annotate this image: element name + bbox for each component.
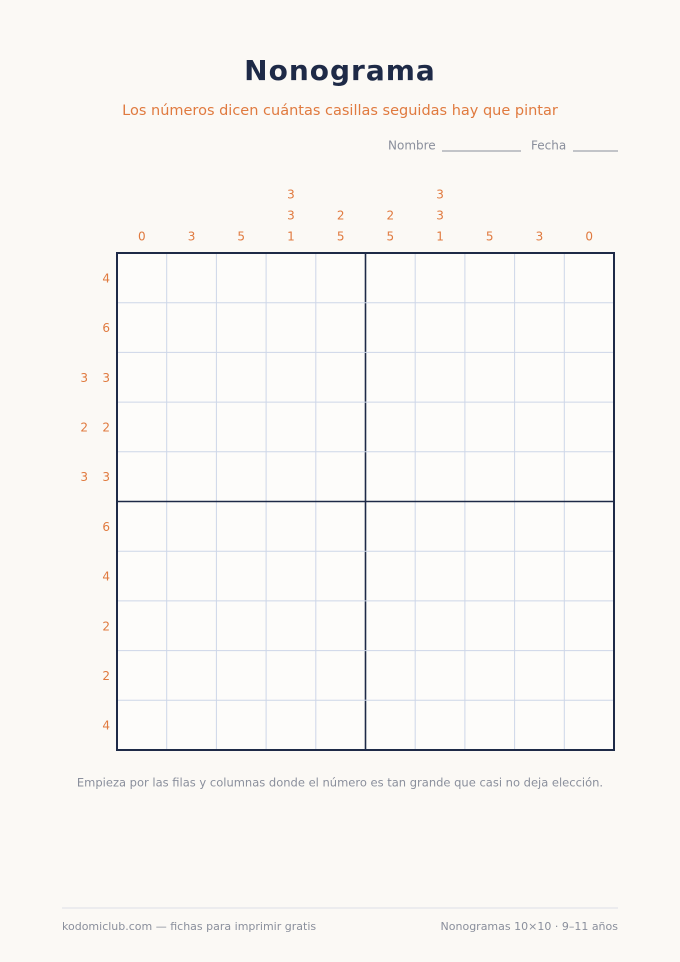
row-clue: 2 (102, 669, 110, 683)
date-label: Fecha (531, 139, 566, 153)
row-clue: 3 (80, 371, 88, 385)
subtitle: Los números dicen cuántas casillas segui… (122, 103, 558, 119)
row-clue: 6 (102, 520, 110, 534)
name-label: Nombre (388, 139, 436, 153)
column-clue: 5 (387, 230, 395, 244)
column-clue: 3 (436, 209, 444, 223)
column-clue: 5 (237, 230, 245, 244)
row-clue: 3 (102, 371, 110, 385)
column-clue: 2 (337, 209, 345, 223)
column-clue: 3 (287, 188, 295, 202)
row-clue: 2 (80, 420, 88, 434)
row-clue: 4 (102, 719, 110, 733)
column-clue: 5 (337, 230, 345, 244)
column-clue: 3 (536, 230, 544, 244)
column-clue: 3 (188, 230, 196, 244)
grid-border (116, 252, 615, 751)
row-clue: 3 (102, 470, 110, 484)
column-clue: 2 (387, 209, 395, 223)
column-clue: 0 (138, 230, 146, 244)
row-clue: 4 (102, 570, 110, 584)
column-clue: 0 (585, 230, 593, 244)
column-clue: 5 (486, 230, 494, 244)
title: Nonograma (244, 54, 436, 87)
column-clue: 1 (436, 230, 444, 244)
footer-right: Nonogramas 10×10 · 9–11 años (441, 920, 619, 933)
column-clue: 1 (287, 230, 295, 244)
row-clue: 6 (102, 321, 110, 335)
row-clue: 2 (102, 619, 110, 633)
footer-left: kodomiclub.com — fichas para imprimir gr… (62, 920, 316, 933)
row-clue: 2 (102, 420, 110, 434)
row-clue: 4 (102, 271, 110, 285)
row-clue: 3 (80, 470, 88, 484)
column-clue: 3 (287, 209, 295, 223)
column-clue: 3 (436, 188, 444, 202)
tip: Empieza por las filas y columnas donde e… (77, 776, 603, 790)
